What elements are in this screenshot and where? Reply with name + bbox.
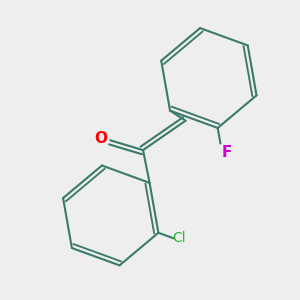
Text: O: O — [94, 131, 107, 146]
Text: F: F — [222, 145, 232, 160]
Text: Cl: Cl — [172, 231, 186, 245]
